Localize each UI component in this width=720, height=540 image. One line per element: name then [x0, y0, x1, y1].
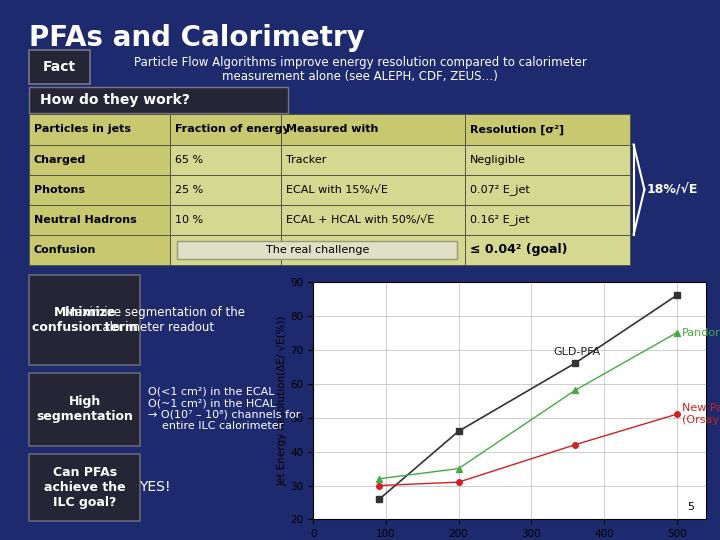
Text: 18%/√E: 18%/√E: [647, 183, 698, 196]
Text: The real challenge: The real challenge: [266, 245, 369, 254]
Text: Particles in jets: Particles in jets: [34, 125, 131, 134]
Text: New Pandora
(Orsay WS): New Pandora (Orsay WS): [683, 403, 720, 425]
Text: ECAL + HCAL with 50%/√E: ECAL + HCAL with 50%/√E: [287, 214, 435, 225]
Text: Neutral Hadrons: Neutral Hadrons: [34, 214, 137, 225]
Text: 25 %: 25 %: [175, 185, 203, 194]
Text: Pandora: Pandora: [683, 328, 720, 338]
Text: O(<1 cm²) in the ECAL
O(~1 cm²) in the HCAL
→ O(10⁷ – 10⁸) channels for
    enti: O(<1 cm²) in the ECAL O(~1 cm²) in the H…: [148, 387, 300, 431]
Text: Tracker: Tracker: [287, 154, 327, 165]
Text: Maximize segmentation of the
calorimeter readout: Maximize segmentation of the calorimeter…: [65, 306, 245, 334]
Text: Resolution [σ²]: Resolution [σ²]: [469, 124, 564, 134]
Text: Confusion: Confusion: [34, 245, 96, 254]
Text: ≤ 0.04² (goal): ≤ 0.04² (goal): [469, 243, 567, 256]
Text: Fraction of energy: Fraction of energy: [175, 125, 290, 134]
Text: ECAL with 15%/√E: ECAL with 15%/√E: [287, 185, 388, 194]
Text: How do they work?: How do they work?: [40, 93, 189, 107]
Text: Measured with: Measured with: [287, 125, 379, 134]
Text: YES!: YES!: [139, 481, 171, 494]
Text: GLD-PFA: GLD-PFA: [553, 347, 600, 356]
Y-axis label: Jet Energy Resolution(ΔE/ √E(%)): Jet Energy Resolution(ΔE/ √E(%)): [278, 315, 287, 486]
Text: 0.07² E_jet: 0.07² E_jet: [469, 184, 529, 195]
Text: High
segmentation: High segmentation: [36, 395, 133, 423]
Text: 65 %: 65 %: [175, 154, 203, 165]
Text: 5: 5: [687, 502, 694, 512]
Text: Can PFAs
achieve the
ILC goal?: Can PFAs achieve the ILC goal?: [44, 466, 125, 509]
Text: Fact: Fact: [42, 60, 76, 74]
Text: Charged: Charged: [34, 154, 86, 165]
Text: Photons: Photons: [34, 185, 85, 194]
Text: 10 %: 10 %: [175, 214, 203, 225]
Text: PFAs and Calorimetry: PFAs and Calorimetry: [29, 24, 364, 52]
Text: Negligible: Negligible: [469, 154, 526, 165]
Text: measurement alone (see ALEPH, CDF, ZEUS…): measurement alone (see ALEPH, CDF, ZEUS……: [222, 70, 498, 83]
Text: Particle Flow Algorithms improve energy resolution compared to calorimeter: Particle Flow Algorithms improve energy …: [134, 56, 586, 69]
Text: Minimize
confusion term: Minimize confusion term: [32, 306, 138, 334]
Text: 0.16² E_jet: 0.16² E_jet: [469, 214, 529, 225]
